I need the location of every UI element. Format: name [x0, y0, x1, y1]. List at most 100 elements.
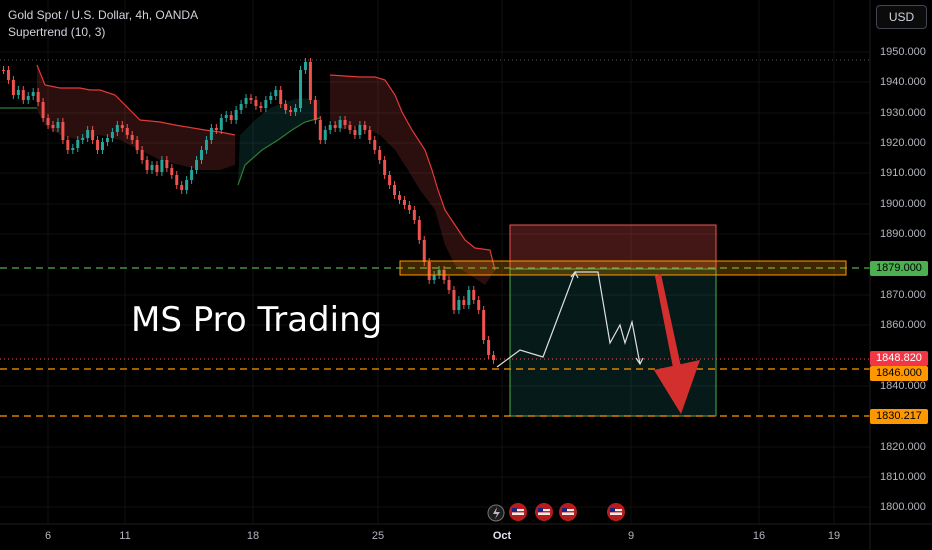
candle-body [477, 300, 481, 310]
support-price-label[interactable]: 1846.000 [870, 366, 928, 381]
candle-body [6, 70, 10, 80]
candle-body [31, 92, 35, 96]
resistance-zone[interactable] [399, 260, 847, 276]
candle-body [264, 100, 268, 108]
candle-body [254, 100, 258, 106]
projection-arrowhead [570, 270, 579, 279]
price-tick: 1870.000 [880, 289, 926, 301]
candle-body [140, 150, 144, 160]
candle-body [155, 165, 159, 172]
candle-body [76, 140, 80, 148]
candle-body [219, 118, 223, 130]
date-tick: 11 [119, 530, 131, 542]
price-tick: 1860.000 [880, 319, 926, 331]
candle-body [46, 118, 50, 125]
us-flag-icon[interactable] [509, 503, 527, 521]
us-flag-icon[interactable] [607, 503, 625, 521]
candle-body [274, 90, 278, 96]
candle-body [358, 125, 362, 135]
price-tick: 1920.000 [880, 137, 926, 149]
candle-body [363, 125, 367, 130]
price-tick: 1900.000 [880, 198, 926, 210]
candle-body [224, 115, 228, 118]
candle-body [388, 175, 392, 185]
candle-body [378, 150, 382, 160]
supertrend-down-line-2 [329, 74, 496, 271]
candle-body [91, 130, 95, 140]
candle-body [437, 270, 441, 275]
candle-body [313, 100, 317, 120]
candle-body [66, 140, 70, 150]
candle-body [175, 175, 179, 185]
indicator-label[interactable]: Supertrend (10, 3) [8, 25, 106, 39]
candle-body [422, 240, 426, 262]
candle-body [2, 70, 5, 71]
candle-body [353, 130, 357, 135]
candle-body [190, 170, 194, 180]
candle-body [11, 80, 15, 95]
us-flag-icon[interactable] [559, 503, 577, 521]
price-tick: 1950.000 [880, 46, 926, 58]
candle-body [110, 132, 114, 138]
candle-body [214, 128, 218, 130]
candle-body [467, 290, 471, 305]
stop-loss-zone[interactable] [509, 224, 717, 270]
candle-body [244, 98, 248, 104]
candle-body [368, 130, 372, 140]
candle-body [269, 96, 273, 100]
candle-body [150, 165, 154, 170]
price-tick: 1840.000 [880, 380, 926, 392]
candle-body [289, 110, 293, 112]
candle-body [373, 140, 377, 150]
supertrend-down-line [36, 64, 236, 136]
candle-body [61, 122, 65, 140]
entry-price-label[interactable]: 1879.000 [870, 261, 928, 276]
candle-body [81, 138, 85, 140]
candle-body [294, 108, 298, 112]
candle-body [447, 280, 451, 290]
candle-body [328, 125, 332, 130]
candle-body [101, 142, 104, 150]
candle-body [492, 355, 496, 360]
price-tick: 1800.000 [880, 501, 926, 513]
candle-body [229, 115, 233, 120]
candle-body [105, 138, 109, 142]
candle-body [383, 160, 387, 175]
candle-body [249, 98, 253, 100]
price-tick: 1820.000 [880, 441, 926, 453]
symbol-title[interactable]: Gold Spot / U.S. Dollar, 4h, OANDA [8, 8, 199, 22]
candle-body [338, 120, 342, 128]
candle-body [308, 62, 312, 100]
date-tick: 25 [371, 530, 385, 542]
candle-body [348, 125, 352, 130]
candle-body [452, 290, 456, 310]
candle-body [165, 160, 169, 168]
us-flag-icon[interactable] [535, 503, 553, 521]
candle-body [393, 185, 397, 195]
candle-body [16, 90, 20, 95]
date-tick: 19 [827, 530, 841, 542]
projection-path[interactable] [496, 271, 641, 368]
candle-body [402, 200, 406, 205]
candle-body [26, 96, 30, 100]
currency-button[interactable]: USD [876, 5, 927, 29]
candle-body [462, 300, 466, 305]
candle-body [427, 262, 431, 280]
candle-body [323, 130, 327, 140]
candle-body [185, 180, 189, 190]
candle-body [41, 102, 45, 118]
candle-body [432, 275, 436, 280]
take-profit-zone[interactable] [509, 268, 717, 417]
candle-body [21, 90, 25, 100]
event-icons[interactable] [487, 503, 625, 522]
candle-body [482, 310, 486, 340]
target-price-label[interactable]: 1830.217 [870, 409, 928, 424]
candle-body [180, 185, 184, 190]
candle-body [234, 110, 238, 120]
candle-body [51, 125, 55, 128]
candle-body [472, 290, 476, 300]
candle-body [417, 220, 421, 240]
candle-body [239, 104, 243, 110]
date-tick: 6 [44, 530, 52, 542]
